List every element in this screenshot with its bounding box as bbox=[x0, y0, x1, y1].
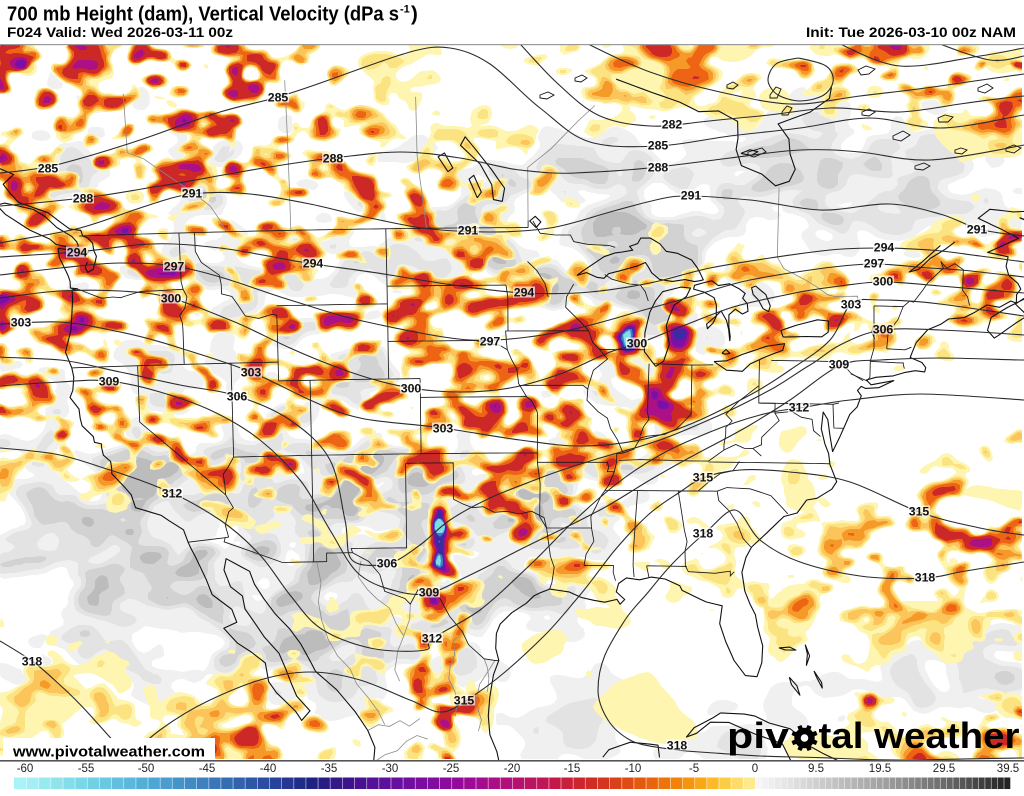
svg-text:303: 303 bbox=[11, 316, 32, 330]
svg-text:291: 291 bbox=[681, 189, 702, 203]
svg-text:-35: -35 bbox=[321, 763, 338, 775]
svg-text:-40: -40 bbox=[260, 763, 277, 775]
svg-text:312: 312 bbox=[422, 632, 443, 646]
svg-text:300: 300 bbox=[401, 382, 422, 396]
svg-text:288: 288 bbox=[648, 161, 669, 175]
svg-text:318: 318 bbox=[22, 655, 43, 669]
svg-text:303: 303 bbox=[241, 366, 262, 380]
svg-text:294: 294 bbox=[874, 241, 895, 255]
svg-text:315: 315 bbox=[693, 471, 714, 485]
svg-text:F024 Valid: Wed 2026-03-11 00z: F024 Valid: Wed 2026-03-11 00z bbox=[7, 25, 233, 40]
svg-text:297: 297 bbox=[480, 335, 501, 349]
svg-text:306: 306 bbox=[377, 557, 398, 571]
svg-text:-45: -45 bbox=[199, 763, 216, 775]
svg-text:306: 306 bbox=[873, 323, 894, 337]
svg-text:www.pivotalweather.com: www.pivotalweather.com bbox=[12, 744, 205, 761]
svg-text:291: 291 bbox=[458, 224, 479, 238]
svg-text:282: 282 bbox=[662, 118, 683, 132]
svg-text:-25: -25 bbox=[443, 763, 460, 775]
svg-text:309: 309 bbox=[829, 358, 850, 372]
svg-text:312: 312 bbox=[162, 487, 183, 501]
svg-text:285: 285 bbox=[38, 162, 59, 176]
svg-text:297: 297 bbox=[164, 260, 185, 274]
svg-text:300: 300 bbox=[161, 292, 182, 306]
svg-text:-60: -60 bbox=[17, 763, 34, 775]
svg-text:piv: piv bbox=[727, 715, 789, 756]
svg-text:288: 288 bbox=[73, 192, 94, 206]
svg-text:-50: -50 bbox=[138, 763, 155, 775]
svg-text:Init: Tue 2026-03-10 00z NAM: Init: Tue 2026-03-10 00z NAM bbox=[806, 25, 1016, 40]
svg-text:303: 303 bbox=[433, 422, 454, 436]
svg-text:318: 318 bbox=[693, 527, 714, 541]
svg-text:-10: -10 bbox=[625, 763, 642, 775]
svg-text:-20: -20 bbox=[504, 763, 521, 775]
svg-text:-30: -30 bbox=[382, 763, 399, 775]
svg-text:294: 294 bbox=[67, 246, 88, 260]
svg-text:306: 306 bbox=[227, 390, 248, 404]
svg-text:309: 309 bbox=[99, 375, 120, 389]
svg-text:29.5: 29.5 bbox=[933, 763, 955, 775]
svg-text:0: 0 bbox=[752, 763, 758, 775]
svg-text:291: 291 bbox=[967, 223, 988, 237]
svg-text:312: 312 bbox=[789, 401, 810, 415]
svg-text:294: 294 bbox=[303, 257, 324, 271]
svg-text:285: 285 bbox=[648, 139, 669, 153]
svg-text:318: 318 bbox=[667, 739, 688, 753]
svg-text:288: 288 bbox=[323, 152, 344, 166]
svg-text:318: 318 bbox=[915, 571, 936, 585]
svg-text:309: 309 bbox=[419, 586, 440, 600]
svg-text:300: 300 bbox=[627, 337, 648, 351]
svg-text:285: 285 bbox=[268, 91, 289, 105]
svg-text:315: 315 bbox=[909, 505, 930, 519]
svg-text:-15: -15 bbox=[564, 763, 581, 775]
svg-text:315: 315 bbox=[454, 694, 475, 708]
svg-text:291: 291 bbox=[182, 187, 203, 201]
svg-text:-55: -55 bbox=[78, 763, 95, 775]
svg-text:294: 294 bbox=[514, 286, 535, 300]
svg-text:303: 303 bbox=[841, 298, 862, 312]
svg-text:-1: -1 bbox=[400, 4, 410, 16]
svg-text:700 mb Height (dam), Vertical: 700 mb Height (dam), Vertical Velocity (… bbox=[7, 3, 399, 26]
svg-text:297: 297 bbox=[864, 257, 885, 271]
svg-text:tal weather: tal weather bbox=[819, 715, 1020, 756]
svg-text:): ) bbox=[411, 3, 418, 26]
svg-text:9.5: 9.5 bbox=[808, 763, 824, 775]
svg-text:39.5: 39.5 bbox=[997, 763, 1019, 775]
svg-text:-5: -5 bbox=[689, 763, 699, 775]
svg-text:300: 300 bbox=[873, 275, 894, 289]
svg-text:19.5: 19.5 bbox=[869, 763, 891, 775]
